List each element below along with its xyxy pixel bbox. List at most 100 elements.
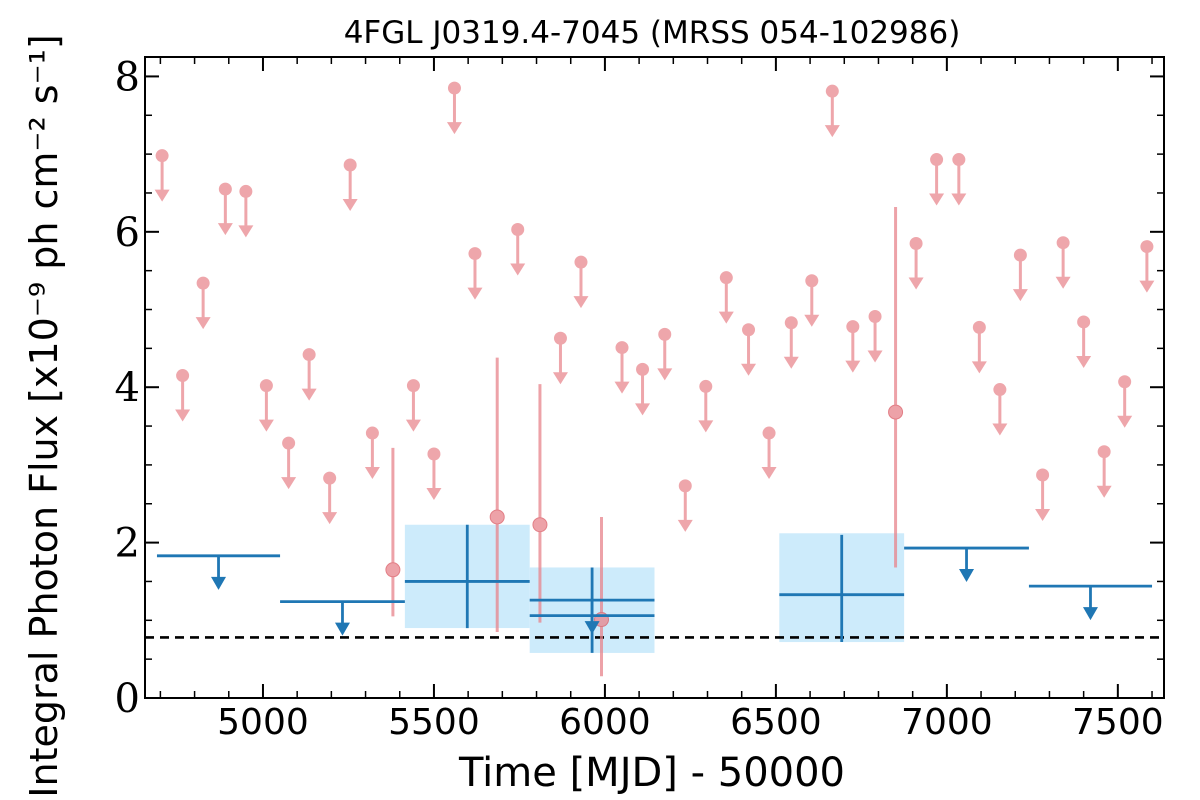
short-bin-upper-limit-marker-0 (155, 149, 169, 163)
short-bin-upper-limit-40 (1096, 445, 1112, 498)
short-bin-upper-limit-20 (657, 327, 673, 381)
short-bin-upper-limit-arrow-26 (783, 322, 799, 369)
short-bin-upper-limit-arrow-34 (971, 327, 987, 374)
arrow-head (1076, 355, 1092, 368)
short-bin-upper-limit-arrow-7 (301, 354, 317, 401)
short-bin-upper-limit-arrow-20 (657, 334, 673, 381)
short-bin-upper-limit-marker-11 (406, 379, 420, 393)
short-bin-upper-limit-10 (364, 426, 380, 480)
short-bin-upper-limit-arrow-25 (761, 433, 777, 480)
x-tick-label: 5500 (388, 702, 480, 743)
short-bin-upper-limit-arrow-10 (364, 433, 380, 480)
short-bin-upper-limit-marker-10 (365, 426, 379, 440)
short-bin-upper-limit-arrow-18 (614, 347, 630, 394)
short-bin-upper-limit-9 (342, 158, 358, 211)
axes: 5000 5500 6000 6500 7000 7500 0 2 4 6 8 (115, 54, 1164, 743)
arrow-head (845, 360, 861, 373)
short-bin-upper-limit-arrow-14 (467, 253, 483, 300)
short-bin-upper-limit-marker-5 (259, 379, 273, 393)
short-bin-upper-limit-marker-32 (930, 153, 944, 167)
x-tick-label: 6000 (559, 702, 651, 743)
short-bin-upper-limit-marker-17 (574, 255, 588, 269)
arrow-head (301, 388, 317, 401)
short-bin-upper-limit-marker-14 (468, 247, 482, 261)
short-bin-upper-limit-38 (1055, 236, 1071, 289)
short-bin-upper-limit-arrow-6 (281, 443, 297, 490)
short-bin-upper-limit-marker-36 (1013, 248, 1027, 262)
arrow-head (175, 409, 191, 422)
arrow-head (908, 277, 924, 290)
short-bin-upper-limit-1 (175, 369, 191, 422)
arrow-head (783, 356, 799, 369)
arrow-head (1055, 276, 1071, 289)
short-bin-detection-marker-1 (489, 509, 505, 525)
short-bin-detection-marker-2 (532, 517, 548, 533)
short-bin-upper-limit-arrow-29 (845, 326, 861, 373)
long-bin-detection-0 (404, 524, 530, 629)
short-bin-upper-limit-35 (992, 383, 1008, 436)
short-bin-upper-limit-arrow-3 (217, 189, 233, 236)
short-bin-upper-limit-30 (867, 310, 883, 363)
short-bin-upper-limit-marker-35 (993, 383, 1007, 397)
short-bin-detection-0 (385, 447, 401, 617)
short-bin-upper-limit-arrow-30 (867, 316, 883, 363)
short-bin-upper-limit-marker-42 (1140, 240, 1154, 254)
x-tick-label: 7500 (1072, 702, 1164, 743)
long-bin-upper-limit-arrow-head-1 (334, 622, 350, 636)
short-bin-upper-limit-marker-29 (846, 320, 860, 334)
short-bin-upper-limit-2 (195, 276, 211, 330)
short-bin-detection-1 (489, 357, 505, 632)
short-bin-upper-limit-arrow-16 (552, 338, 568, 385)
short-bin-upper-limit-26 (783, 316, 799, 369)
short-bin-upper-limit-arrow-35 (992, 389, 1008, 436)
x-tick-label: 5000 (217, 702, 309, 743)
short-bin-upper-limit-marker-21 (678, 479, 692, 493)
y-tick-label: 6 (115, 210, 140, 256)
x-axis-label: Time [MJD] - 50000 (458, 750, 845, 796)
short-bin-upper-limit-marker-2 (196, 276, 210, 290)
long-bin-upper-limit-arrow-head-2 (584, 621, 600, 635)
short-bin-upper-limit-marker-28 (825, 84, 839, 98)
chart-title: 4FGL J0319.4-7045 (MRSS 054-102986) (344, 15, 961, 51)
short-bin-upper-limit-marker-15 (511, 222, 525, 236)
short-bin-upper-limit-28 (824, 84, 840, 138)
arrow-head (510, 263, 526, 276)
short-bin-upper-limit-marker-7 (302, 348, 316, 362)
short-bin-detection-4 (888, 206, 904, 568)
short-bin-upper-limit-arrow-13 (446, 88, 462, 135)
arrow-head (405, 419, 421, 432)
short-bin-upper-limit-arrow-31 (908, 243, 924, 290)
short-bin-upper-limit-arrow-40 (1096, 451, 1112, 498)
short-bin-upper-limit-21 (677, 479, 693, 532)
short-bin-upper-limit-marker-37 (1036, 468, 1050, 482)
short-bin-upper-limit-12 (426, 447, 442, 501)
arrow-head (992, 423, 1008, 436)
arrow-head (824, 125, 840, 138)
short-bin-upper-limit-arrow-42 (1139, 246, 1155, 293)
arrow-head (677, 519, 693, 532)
arrow-head (971, 361, 987, 374)
short-bin-upper-limit-arrow-17 (573, 262, 589, 309)
short-bin-upper-limit-36 (1012, 248, 1028, 302)
long-bin-upper-limit-arrow-head-0 (211, 576, 227, 590)
short-bin-upper-limit-arrow-8 (322, 478, 338, 525)
arrow-head (342, 198, 358, 211)
short-bin-upper-limit-arrow-15 (510, 229, 526, 276)
short-bin-upper-limit-arrow-41 (1117, 381, 1133, 428)
short-bin-upper-limit-marker-31 (909, 236, 923, 250)
short-bin-upper-limit-17 (573, 255, 589, 309)
x-tick-label: 6500 (730, 702, 822, 743)
arrow-head (761, 467, 777, 480)
arrow-head (195, 317, 211, 330)
short-bin-upper-limit-arrow-2 (195, 283, 211, 330)
arrow-head (1096, 485, 1112, 498)
short-bin-detection-marker-4 (888, 404, 904, 420)
arrow-head (867, 350, 883, 363)
short-bin-upper-limit-marker-33 (952, 153, 966, 167)
short-bin-upper-limit-marker-19 (636, 362, 650, 376)
short-bin-upper-limit-18 (614, 341, 630, 394)
y-tick-label: 8 (115, 54, 140, 100)
y-axis-label: Integral Photon Flux [x10⁻⁹ ph cm⁻² s⁻¹] (22, 34, 66, 797)
short-bin-upper-limit-marker-34 (972, 320, 986, 334)
short-bin-upper-limit-42 (1139, 240, 1155, 293)
